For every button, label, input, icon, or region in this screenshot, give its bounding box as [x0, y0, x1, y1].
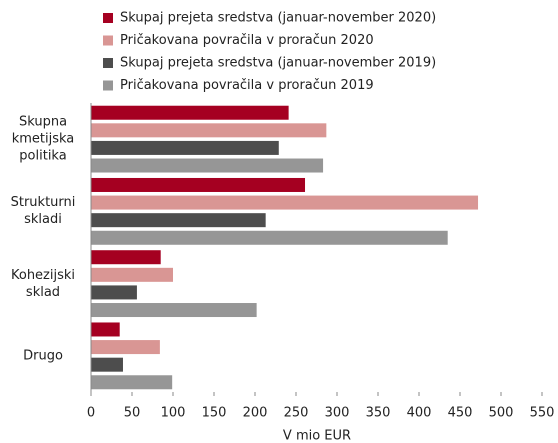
bar [91, 267, 173, 282]
x-tick-label: 150 [202, 406, 227, 421]
legend-swatch [103, 80, 113, 91]
y-tick-label: Kohezijski sklad [10, 267, 76, 300]
bar [91, 195, 479, 210]
legend-label: Pričakovana povračila v proračun 2020 [120, 33, 374, 48]
x-tick-label: 450 [448, 406, 473, 421]
x-tick-label: 400 [407, 406, 432, 421]
y-tick-label: Drugo [23, 348, 63, 364]
bar [91, 105, 289, 120]
bar [91, 230, 448, 245]
legend-label: Skupaj prejeta sredstva (januar-november… [120, 11, 436, 26]
bar [91, 322, 120, 337]
bar [91, 357, 123, 372]
bar [91, 285, 137, 300]
x-tick-label: 100 [161, 406, 186, 421]
bar [91, 177, 306, 192]
y-tick-label: Strukturni skladi [10, 195, 76, 228]
x-tick-label: 300 [325, 406, 350, 421]
bar [91, 375, 173, 390]
x-tick-label: 350 [366, 406, 391, 421]
bar [91, 340, 160, 355]
bar [91, 303, 257, 318]
bar [91, 250, 161, 265]
x-tick-label: 50 [124, 406, 141, 421]
legend-swatch [103, 35, 113, 46]
y-tick-label: Skupna kmetijska politika [11, 114, 75, 164]
x-tick-label: 500 [489, 406, 514, 421]
bar [91, 213, 266, 228]
legend-label: Pričakovana povračila v proračun 2019 [120, 78, 374, 93]
bar [91, 140, 279, 155]
legend-swatch [103, 13, 113, 23]
x-tick-label: 550 [530, 406, 555, 421]
bar [91, 123, 327, 138]
x-tick-label: 0 [87, 406, 95, 421]
x-axis-label: V mio EUR [283, 429, 351, 443]
legend-label: Skupaj prejeta sredstva (januar-november… [120, 56, 436, 71]
x-tick-label: 200 [243, 406, 268, 421]
bar [91, 158, 324, 173]
legend-swatch [103, 58, 113, 68]
x-tick-label: 250 [284, 406, 309, 421]
